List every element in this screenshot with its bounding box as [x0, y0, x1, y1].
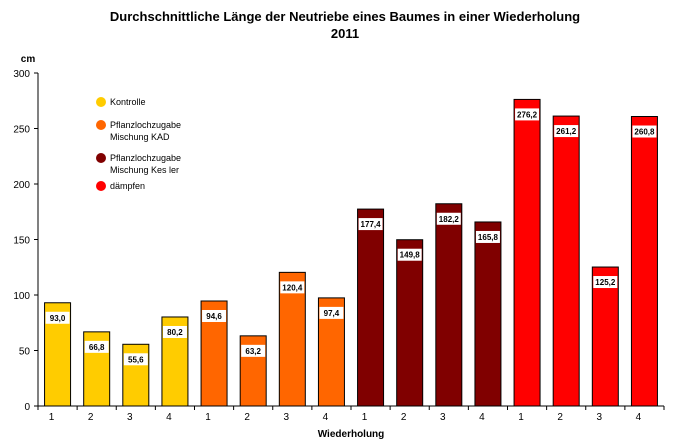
legend-label: Mischung KAD	[110, 132, 170, 142]
chart-title: Durchschnittliche Länge der Neutriebe ei…	[0, 8, 690, 42]
legend-label: dämpfen	[110, 181, 145, 191]
data-label-box	[593, 276, 618, 289]
bar	[474, 221, 502, 407]
y-tick-label: 50	[19, 347, 31, 358]
data-label: 261,2	[556, 127, 577, 136]
data-label: 260,8	[634, 128, 655, 137]
data-label-box	[280, 281, 305, 294]
data-label: 177,4	[361, 220, 382, 229]
data-label: 63,2	[245, 347, 261, 356]
data-label-box	[45, 311, 70, 324]
legend-label: Pflanzlochzugabe	[110, 120, 181, 130]
data-label-box	[358, 218, 383, 231]
x-tick-label: 2	[557, 412, 563, 423]
legend-marker	[96, 97, 106, 107]
data-label: 93,0	[50, 314, 66, 323]
x-tick-label: 3	[284, 412, 290, 423]
legend-marker	[96, 153, 106, 163]
data-label: 66,8	[89, 343, 105, 352]
data-label-box	[397, 248, 422, 261]
legend-label: Kontrolle	[110, 97, 146, 107]
y-tick-label: 300	[13, 69, 30, 80]
data-label-box	[475, 230, 500, 243]
bar	[435, 203, 463, 407]
data-label-box	[123, 353, 148, 366]
x-tick-label: 4	[479, 412, 485, 423]
x-tick-label: 4	[636, 412, 642, 423]
data-label: 97,4	[324, 309, 340, 318]
data-label-box	[319, 306, 344, 319]
x-tick-label: 2	[88, 412, 94, 423]
bar	[591, 266, 619, 407]
x-tick-label: 1	[49, 412, 55, 423]
x-tick-label: 1	[205, 412, 211, 423]
y-axis-title: cm	[21, 54, 36, 65]
data-label: 125,2	[595, 278, 616, 287]
bar	[278, 271, 306, 407]
legend-marker	[96, 181, 106, 191]
chart-title-line-1: Durchschnittliche Länge der Neutriebe ei…	[109, 9, 581, 24]
bar	[513, 98, 541, 407]
x-tick-label: 1	[518, 412, 524, 423]
legend-label: Mischung Kes ler	[110, 165, 179, 175]
chart-title-line-2: 2011	[330, 26, 360, 41]
data-label: 165,8	[478, 233, 499, 242]
y-tick-label: 250	[13, 125, 30, 136]
data-label-box	[554, 125, 579, 138]
y-tick-label: 0	[24, 402, 30, 413]
data-label: 182,2	[439, 215, 460, 224]
x-tick-label: 2	[244, 412, 250, 423]
x-tick-label: 3	[127, 412, 133, 423]
x-tick-label: 4	[323, 412, 329, 423]
legend-marker	[96, 120, 106, 130]
y-tick-label: 100	[13, 291, 30, 302]
data-label-box	[162, 325, 187, 338]
data-label: 80,2	[167, 328, 183, 337]
legend-label: Pflanzlochzugabe	[110, 153, 181, 163]
data-label-box	[241, 344, 266, 357]
bar	[630, 116, 658, 407]
bar	[357, 208, 385, 407]
data-label: 276,2	[517, 110, 538, 119]
bar	[396, 239, 424, 407]
data-label: 120,4	[282, 283, 303, 292]
y-tick-label: 200	[13, 180, 30, 191]
y-tick-label: 150	[13, 236, 30, 247]
data-label: 94,6	[206, 312, 222, 321]
x-tick-label: 3	[440, 412, 446, 423]
data-label-box	[84, 340, 109, 353]
data-label-box	[515, 108, 540, 121]
x-axis-title: Wiederholung	[318, 429, 385, 440]
x-tick-label: 1	[362, 412, 368, 423]
x-tick-label: 4	[166, 412, 172, 423]
data-label-box	[632, 125, 657, 138]
data-label: 55,6	[128, 355, 144, 364]
data-label-box	[436, 212, 461, 225]
data-label-box	[202, 309, 227, 322]
x-tick-label: 2	[401, 412, 407, 423]
data-label: 149,8	[400, 251, 421, 260]
bar	[552, 115, 580, 407]
x-tick-label: 3	[597, 412, 603, 423]
